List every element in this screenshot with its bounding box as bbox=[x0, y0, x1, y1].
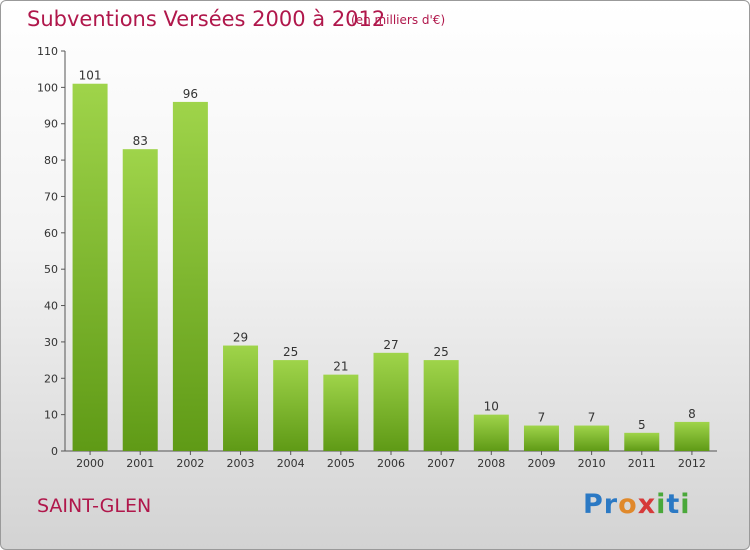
x-tick-label: 2009 bbox=[527, 457, 555, 470]
y-tick-label: 40 bbox=[44, 300, 58, 313]
chart-bars: 101 83 96 29 25 21 27 25 10 7 7 5 8 bbox=[72, 69, 710, 452]
chart-axes: 0 10 20 30 40 50 60 70 80 90 100 110 2000 2001 2002 200… bbox=[37, 45, 717, 470]
bar bbox=[122, 149, 158, 451]
bar-value-label: 27 bbox=[383, 338, 398, 352]
bar bbox=[223, 345, 259, 451]
y-tick-label: 90 bbox=[44, 118, 58, 131]
x-tick-label: 2008 bbox=[477, 457, 505, 470]
bar bbox=[172, 101, 208, 451]
proxiti-logo: Proxiti bbox=[583, 489, 691, 520]
y-tick-label: 50 bbox=[44, 263, 58, 276]
bar bbox=[273, 360, 309, 451]
bar bbox=[323, 374, 359, 451]
bar-value-label: 10 bbox=[484, 400, 499, 414]
bar bbox=[574, 425, 610, 451]
y-tick-label: 30 bbox=[44, 336, 58, 349]
bar bbox=[624, 432, 660, 451]
x-tick-label: 2011 bbox=[628, 457, 656, 470]
bar bbox=[523, 425, 559, 451]
bar bbox=[473, 414, 509, 451]
chart-unit-label: (en milliers d'€) bbox=[351, 13, 446, 27]
bar-value-label: 83 bbox=[133, 134, 148, 148]
x-tick-label: 2005 bbox=[327, 457, 355, 470]
bar bbox=[423, 360, 459, 451]
bar-value-label: 7 bbox=[588, 411, 596, 425]
bar bbox=[72, 83, 108, 452]
bar-value-label: 21 bbox=[333, 360, 348, 374]
x-tick-label: 2004 bbox=[277, 457, 305, 470]
y-tick-label: 0 bbox=[51, 445, 58, 458]
bar-value-label: 8 bbox=[688, 407, 696, 421]
bar-value-label: 101 bbox=[79, 69, 102, 83]
x-tick-label: 2006 bbox=[377, 457, 405, 470]
x-tick-label: 2012 bbox=[678, 457, 706, 470]
x-tick-label: 2010 bbox=[578, 457, 606, 470]
chart-title: Subventions Versées 2000 à 2012 bbox=[27, 7, 386, 31]
x-tick-label: 2000 bbox=[76, 457, 104, 470]
commune-name: SAINT-GLEN bbox=[37, 495, 152, 517]
bar bbox=[674, 421, 710, 451]
x-tick-label: 2002 bbox=[176, 457, 204, 470]
y-tick-label: 20 bbox=[44, 372, 58, 385]
bar-value-label: 5 bbox=[638, 418, 646, 432]
y-tick-label: 80 bbox=[44, 154, 58, 167]
x-tick-label: 2003 bbox=[227, 457, 255, 470]
y-tick-label: 70 bbox=[44, 190, 58, 203]
bar-value-label: 7 bbox=[538, 411, 546, 425]
y-tick-label: 60 bbox=[44, 227, 58, 240]
y-tick-label: 10 bbox=[44, 409, 58, 422]
bar-value-label: 25 bbox=[434, 345, 449, 359]
x-tick-label: 2007 bbox=[427, 457, 455, 470]
y-tick-label: 110 bbox=[37, 45, 58, 58]
bar bbox=[373, 352, 409, 451]
bar-value-label: 96 bbox=[183, 87, 198, 101]
bar-value-label: 29 bbox=[233, 331, 248, 345]
y-tick-label: 100 bbox=[37, 81, 58, 94]
bar-value-label: 25 bbox=[283, 345, 298, 359]
x-tick-label: 2001 bbox=[126, 457, 154, 470]
